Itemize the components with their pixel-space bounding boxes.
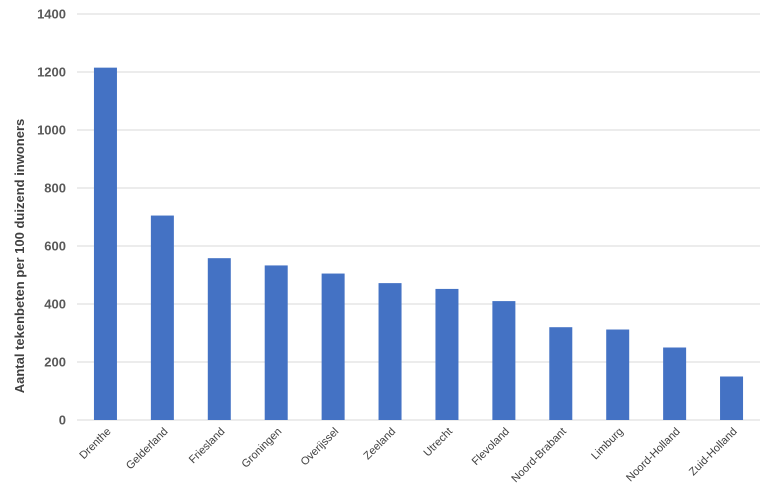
x-category-label: Gelderland	[124, 426, 171, 473]
y-tick-label: 1000	[37, 123, 66, 138]
y-tick-label: 800	[44, 181, 66, 196]
bar-noord-holland	[663, 347, 687, 420]
y-tick-label: 1200	[37, 65, 66, 80]
x-category-label: Groningen	[240, 426, 285, 471]
x-category-label: Limburg	[589, 426, 626, 463]
x-category-label: Friesland	[187, 426, 227, 466]
x-category-label: Overijssel	[299, 426, 342, 469]
bar-zuid-holland	[720, 376, 744, 420]
x-category-label: Utrecht	[422, 426, 456, 460]
bar-groningen	[264, 265, 288, 420]
bar-zeeland	[378, 283, 402, 420]
y-axis-title: Aantal tekenbeten per 100 duizend inwone…	[12, 119, 27, 394]
x-category-label: Drenthe	[77, 426, 113, 462]
gridlines	[77, 13, 760, 421]
y-tick-label: 1400	[37, 7, 66, 22]
y-tick-label: 0	[59, 413, 66, 428]
x-category-label: Flevoland	[470, 426, 512, 468]
y-axis-tick-labels: 0 200 400 600 800 1000 1200 1400	[37, 7, 66, 428]
x-axis-category-labels: Drenthe Gelderland Friesland Groningen Overi…	[77, 426, 739, 486]
x-category-label: Noord-Brabant	[509, 426, 569, 486]
bar-noord-brabant	[549, 327, 573, 420]
y-tick-label: 600	[44, 239, 66, 254]
bar-gelderland	[150, 215, 174, 420]
bar-friesland	[207, 258, 231, 420]
bars	[93, 67, 744, 421]
y-tick-label: 200	[44, 355, 66, 370]
bar-utrecht	[435, 288, 459, 420]
bar-drenthe	[93, 67, 117, 421]
x-category-label: Zeeland	[362, 426, 399, 463]
y-tick-label: 400	[44, 297, 66, 312]
bar-overijssel	[321, 273, 345, 420]
x-category-label: Noord-Holland	[624, 426, 683, 485]
bar-limburg	[606, 329, 630, 420]
bar-flevoland	[492, 301, 516, 420]
x-category-label: Zuid-Holland	[687, 426, 740, 479]
